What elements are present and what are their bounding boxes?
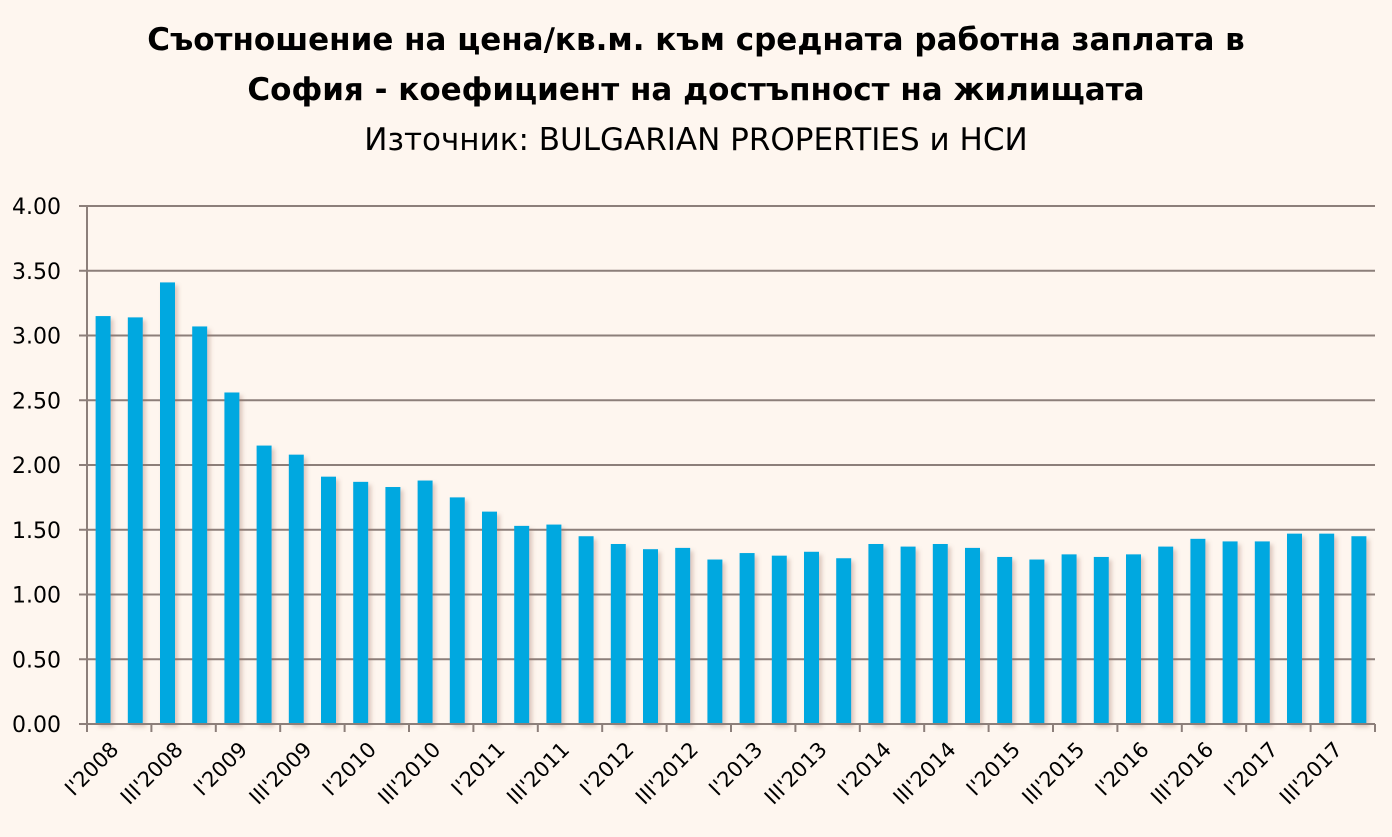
y-tick-label: 0.00 [12, 713, 61, 738]
x-tick-label: I'2014 [833, 737, 896, 800]
bar [868, 543, 884, 724]
x-tick-label: III'2010 [373, 737, 445, 809]
bar [321, 476, 336, 724]
bar [739, 553, 755, 724]
y-tick-label: 2.00 [12, 454, 61, 479]
x-tick-label: III'2013 [760, 737, 832, 809]
x-tick-label: III'2016 [1146, 737, 1218, 809]
bar [192, 326, 208, 724]
bar [804, 551, 819, 724]
bar [771, 555, 787, 724]
x-tick-label: I'2011 [447, 737, 510, 800]
x-tick-label: III'2015 [1017, 737, 1089, 809]
x-tick-label: III'2012 [631, 737, 703, 809]
y-tick-label: 3.50 [12, 260, 61, 285]
bar [1190, 538, 1206, 724]
bar [932, 543, 948, 724]
bar [1061, 554, 1077, 724]
bar [1287, 533, 1302, 724]
bar [353, 481, 369, 724]
bar [256, 445, 272, 724]
x-tick-label: I'2010 [318, 737, 381, 800]
y-tick-label: 1.50 [12, 519, 61, 544]
chart-title: Съотношение на цена/кв.м. към средната р… [147, 22, 1245, 58]
y-tick-label: 3.00 [12, 325, 61, 350]
chart-title-line2: София - коефициент на достъпност на жили… [247, 72, 1145, 108]
bar [1093, 556, 1109, 724]
x-tick-label: I'2008 [60, 737, 123, 800]
bar [546, 524, 562, 724]
bar [643, 549, 658, 724]
bar [449, 497, 465, 724]
bar [1254, 541, 1270, 724]
bar [1158, 546, 1174, 724]
bar [707, 559, 723, 724]
x-tick-label: I'2012 [575, 737, 638, 800]
x-tick-label: III'2011 [502, 737, 574, 809]
bar [578, 536, 594, 724]
y-tick-label: 0.50 [12, 648, 61, 673]
x-tick-label: III'2009 [245, 737, 317, 809]
bar [675, 547, 691, 724]
bar [160, 282, 175, 724]
x-tick-label: I'2017 [1219, 737, 1282, 800]
bar [1319, 533, 1335, 724]
x-tick-label: I'2013 [704, 737, 767, 800]
bar [610, 543, 626, 724]
bar [965, 547, 980, 724]
chart-subtitle: Източник: BULGARIAN PROPERTIES и НСИ [364, 122, 1028, 158]
bar [1029, 559, 1045, 724]
x-tick-label: III'2014 [889, 737, 961, 809]
bar [288, 454, 304, 724]
bar [482, 511, 497, 724]
bar [997, 556, 1013, 724]
bar [224, 392, 240, 724]
bar [900, 546, 916, 724]
x-tick-label: III'2017 [1275, 737, 1347, 809]
bar [514, 525, 530, 724]
bar [836, 558, 852, 724]
bar [95, 316, 111, 724]
x-tick-label: I'2009 [189, 737, 252, 800]
y-tick-label: 4.00 [12, 195, 61, 220]
x-tick-label: III'2008 [116, 737, 188, 809]
y-tick-label: 2.50 [12, 389, 61, 414]
bar [1351, 536, 1367, 724]
bar [417, 480, 433, 724]
bar [1222, 541, 1238, 724]
y-tick-label: 1.00 [12, 584, 61, 609]
x-tick-label: I'2015 [962, 737, 1025, 800]
bar [127, 317, 143, 724]
bar [1126, 554, 1141, 724]
x-tick-label: I'2016 [1091, 737, 1154, 800]
bar [385, 487, 401, 724]
